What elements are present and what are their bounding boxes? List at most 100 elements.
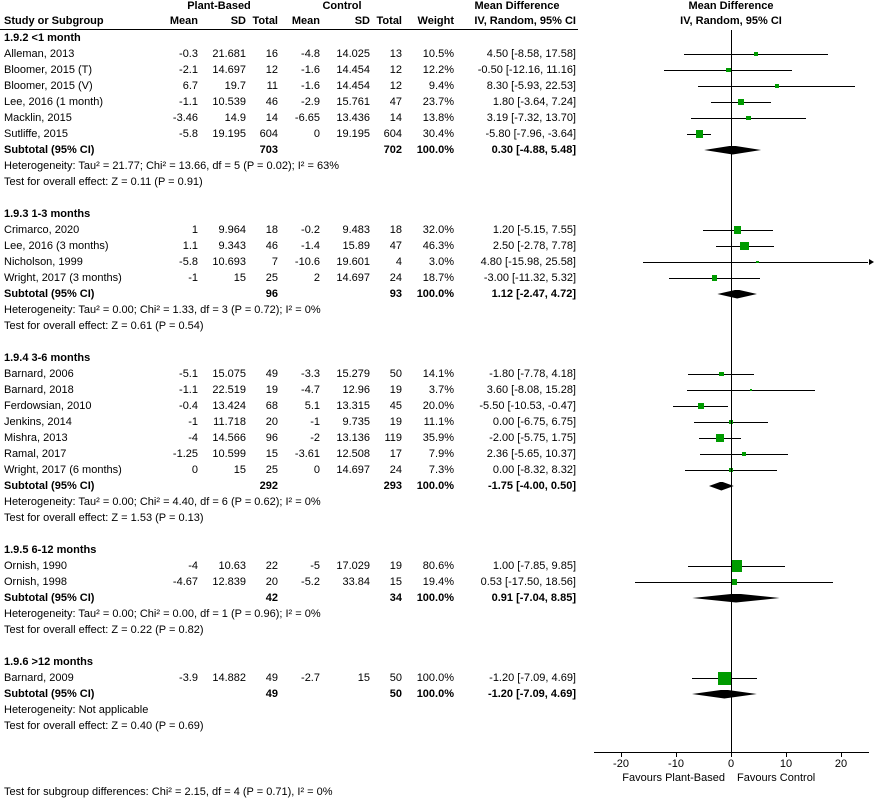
data-cell: 47 [389, 240, 402, 252]
data-cell: 18 [265, 224, 278, 236]
effect-square [728, 419, 734, 425]
subtotal-total1: 49 [265, 688, 278, 700]
subgroup-title: 1.9.6 >12 months [4, 656, 93, 668]
overall-effect-row: Test for overall effect: Z = 1.53 (P = 0… [0, 510, 886, 526]
overall-effect-row: Test for overall effect: Z = 0.22 (P = 0… [0, 622, 886, 638]
data-cell: 14.454 [336, 64, 370, 76]
data-cell: -0.4 [179, 400, 198, 412]
plot-cell [578, 62, 884, 78]
data-cell: 15 [233, 464, 246, 476]
data-cell: 0.53 [-17.50, 18.56] [480, 576, 576, 588]
spacer-row [0, 638, 886, 654]
data-cell: 21.681 [212, 48, 246, 60]
data-cell: 12.508 [336, 448, 370, 460]
axis-tick-label: 0 [727, 758, 735, 770]
plot-cell [578, 110, 884, 126]
subgroup-title-row: 1.9.3 1-3 months [0, 206, 886, 222]
data-cell: 10.5% [422, 48, 454, 60]
study-label: Ferdowsian, 2010 [4, 400, 92, 412]
study-row: Ramal, 2017 -1.25 10.599 15 -3.61 12.508 17 7.9… [0, 446, 886, 462]
axis-tick [786, 752, 787, 757]
subtotal-diamond [717, 289, 757, 299]
data-cell: 24 [389, 464, 402, 476]
study-row: Nicholson, 1999 -5.8 10.693 7 -10.6 19.601 4 3.… [0, 254, 886, 270]
effect-square [746, 115, 751, 121]
data-cell: 10.63 [218, 560, 246, 572]
heterogeneity-row: Heterogeneity: Tau² = 0.00; Chi² = 1.33,… [0, 302, 886, 318]
effect-square [731, 579, 737, 585]
study-label: Macklin, 2015 [4, 112, 72, 124]
subgroup-title-row: 1.9.6 >12 months [0, 654, 886, 670]
study-label: Ornish, 1990 [4, 560, 67, 572]
data-cell: 14.882 [212, 672, 246, 684]
effect-square [716, 434, 724, 442]
plot-cell [578, 574, 884, 590]
data-cell: 33.84 [342, 576, 370, 588]
data-cell: 100.0% [416, 672, 454, 684]
subtotal-label: Subtotal (95% CI) [4, 144, 95, 156]
study-label: Ramal, 2017 [4, 448, 67, 460]
data-cell: 49 [265, 672, 278, 684]
data-cell: 0 [313, 128, 320, 140]
data-cell: 3.19 [-7.32, 13.70] [486, 112, 576, 124]
data-cell: -5.1 [179, 368, 198, 380]
subtotal-weight: 100.0% [416, 592, 454, 604]
axis-tick [841, 752, 842, 757]
data-cell: -4.67 [172, 576, 198, 588]
study-label: Barnard, 2006 [4, 368, 74, 380]
study-row: Barnard, 2006 -5.1 15.075 49 -3.3 15.279 50 14.… [0, 366, 886, 382]
effect-square [695, 130, 703, 138]
data-cell: 12 [389, 80, 402, 92]
plot-cell [578, 670, 884, 686]
effect-square [718, 371, 724, 377]
data-cell: 19.195 [336, 128, 370, 140]
subgroup-title: 1.9.5 6-12 months [4, 544, 97, 556]
data-cell: 20 [265, 576, 278, 588]
subtotal-row: Subtotal (95% CI) 292 293 100.0% -1.75 [-4.0… [0, 478, 886, 494]
data-cell: 45 [389, 400, 402, 412]
data-cell: 19 [265, 384, 278, 396]
overall-effect-text: Test for overall effect: Z = 0.61 (P = 0… [4, 320, 204, 332]
study-label: Sutliffe, 2015 [4, 128, 69, 140]
data-cell: 23.7% [422, 96, 454, 108]
study-label: Lee, 2016 (1 month) [4, 96, 104, 108]
subgroup-title: 1.9.3 1-3 months [4, 208, 91, 220]
data-cell: 22 [265, 560, 278, 572]
study-row: Ornish, 1990 -4 10.63 22 -5 17.029 19 80.6% 1.00… [0, 558, 886, 574]
effect-square [711, 275, 718, 281]
data-cell: 15 [233, 272, 246, 284]
data-cell: 0 [191, 464, 198, 476]
data-cell: 25 [265, 272, 278, 284]
study-row: Barnard, 2009 -3.9 14.882 49 -2.7 15 50 100.0% -… [0, 670, 886, 686]
control-sd-header: SD [354, 15, 370, 27]
data-cell: 7 [271, 256, 278, 268]
data-cell: 9.343 [218, 240, 246, 252]
study-label: Alleman, 2013 [4, 48, 75, 60]
subtotal-row: Subtotal (95% CI) 49 50 100.0% -1.20 [-7.09,… [0, 686, 886, 702]
x-axis: Favours Plant-Based Favours Control -20 -… [578, 748, 884, 792]
data-cell: 24 [389, 272, 402, 284]
data-cell: 14.454 [336, 80, 370, 92]
data-cell: -1.1 [179, 384, 198, 396]
subtotal-diamond [709, 481, 734, 491]
zero-reference-line [731, 30, 732, 752]
data-cell: 11.718 [213, 416, 246, 428]
data-cell: 19.195 [212, 128, 246, 140]
data-cell: -3.61 [294, 448, 320, 460]
data-cell: 46.3% [422, 240, 454, 252]
subtotal-total2: 702 [383, 144, 402, 156]
effect-square [733, 226, 742, 234]
subtotal-weight: 100.0% [416, 288, 454, 300]
subtotal-total1: 703 [259, 144, 278, 156]
data-cell: 0 [313, 464, 320, 476]
plot-cell [578, 222, 884, 238]
study-label: Nicholson, 1999 [4, 256, 83, 268]
subtotal-ci-text: 1.12 [-2.47, 4.72] [491, 288, 576, 300]
data-cell: 4.50 [-8.58, 17.58] [486, 48, 576, 60]
data-cell: 13.315 [336, 400, 370, 412]
study-label: Barnard, 2009 [4, 672, 74, 684]
axis-tick-label: -10 [668, 758, 684, 770]
subgroup-title: 1.9.2 <1 month [4, 32, 81, 44]
data-cell: -0.3 [179, 48, 198, 60]
subgroup-title-row: 1.9.2 <1 month [0, 30, 886, 46]
